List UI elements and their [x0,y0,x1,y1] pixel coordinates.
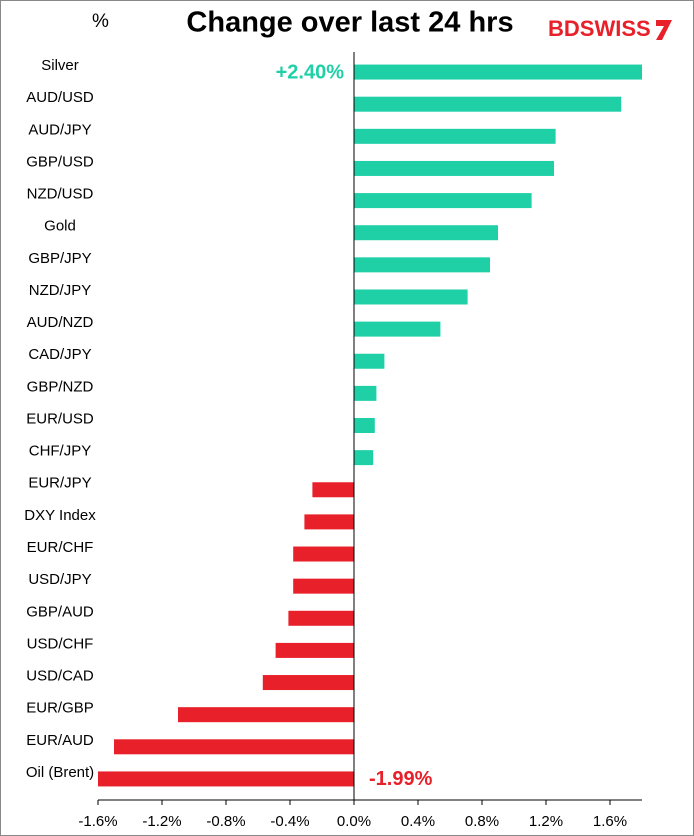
y-tick-label: EUR/USD [26,410,94,427]
bar [354,96,622,112]
y-tick-label: CHF/JPY [29,443,92,460]
bar [312,482,354,498]
y-tick-label: NZD/JPY [29,282,92,299]
bar [293,578,354,594]
logo: BDSWISS [548,16,651,41]
y-tick-label: AUD/NZD [27,314,94,331]
y-tick-label: AUD/JPY [28,121,91,138]
bar [354,257,490,273]
y-tick-label: Silver [41,57,79,74]
bars [98,64,642,787]
y-tick-label: EUR/AUD [26,732,94,749]
bar [354,450,374,466]
x-tick-label: 0.8% [465,813,499,830]
y-tick-label: GBP/JPY [28,250,91,267]
x-tick-label: 0.4% [401,813,435,830]
value-label: -1.99% [369,768,433,790]
y-tick-label: NZD/USD [27,186,94,203]
bar [98,771,354,787]
bar [354,128,556,144]
x-tick-label: 1.2% [529,813,563,830]
y-tick-label: GBP/USD [26,153,94,170]
y-tick-label: CAD/JPY [28,346,91,363]
bar [354,160,554,176]
x-tick-label: 1.6% [593,813,627,830]
bar [354,289,468,305]
value-label: +2.40% [276,61,345,83]
y-tick-label: Gold [44,218,76,235]
bar [354,193,532,209]
bar [354,353,385,369]
bar [178,707,354,723]
y-tick-label: USD/CHF [27,635,94,652]
y-tick-label: AUD/USD [26,89,94,106]
bar [275,642,354,658]
logo-icon [656,20,672,40]
y-tick-label: EUR/GBP [26,700,94,717]
unit-label: % [92,11,109,32]
bar [354,321,441,337]
bar [354,418,375,433]
chart-title: Change over last 24 hrs [186,7,513,39]
bar [262,675,354,691]
x-tick-label: -0.4% [270,813,309,830]
bar [354,64,642,80]
y-tick-label: GBP/NZD [27,378,94,395]
bar [354,385,377,401]
y-tick-label: Oil (Brent) [26,764,94,781]
bar [354,225,498,241]
y-tick-label: USD/CAD [26,668,94,685]
x-tick-label: -1.2% [142,813,181,830]
y-tick-label: DXY Index [24,507,96,524]
bar [293,546,354,562]
x-tick-label: -1.6% [78,813,117,830]
bar [114,739,354,755]
x-tick-label: -0.8% [206,813,245,830]
bar [304,514,354,530]
y-tick-label: EUR/JPY [28,475,91,492]
bar [288,610,354,626]
y-tick-label: GBP/AUD [26,603,94,620]
x-tick-label: 0.0% [337,813,371,830]
y-tick-label: USD/JPY [28,571,91,588]
y-tick-label: EUR/CHF [27,539,94,556]
